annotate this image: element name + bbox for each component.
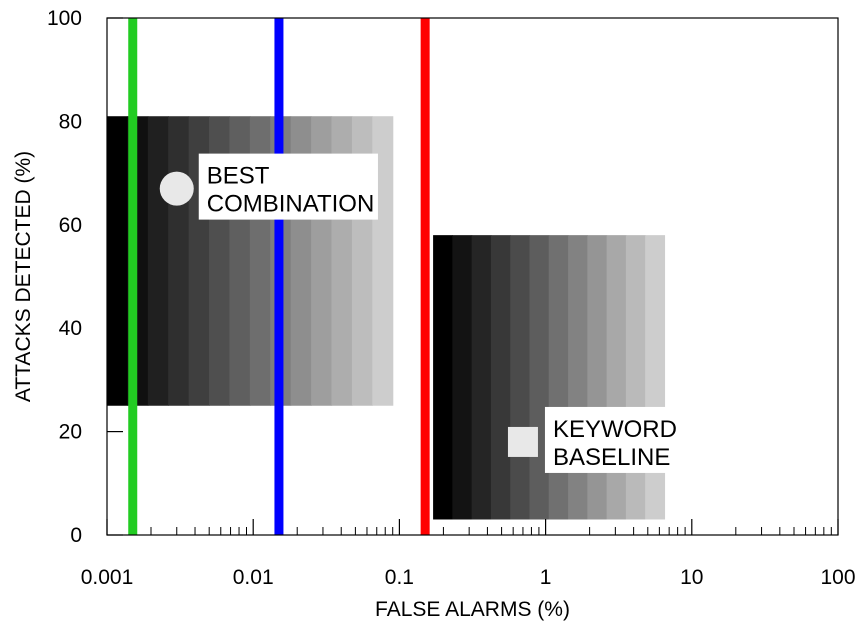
y-tick-label: 100: [47, 7, 82, 30]
y-axis-ticks: 0 20 40 60 80 100: [47, 7, 123, 547]
best-combination-marker: [159, 171, 194, 206]
region-2-band: [490, 235, 511, 520]
region-2-band: [587, 235, 608, 520]
region-2-band: [529, 235, 550, 520]
region-2-band: [452, 235, 473, 520]
region-2-band: [510, 235, 531, 520]
point-label-line: BEST: [207, 163, 270, 190]
region-2-band: [433, 235, 453, 520]
point-label-line: COMBINATION: [207, 191, 375, 218]
point-label-background: [544, 406, 679, 473]
point-label-background: [198, 153, 378, 220]
vertical-line-3: [420, 18, 430, 535]
region-1-band: [168, 116, 190, 406]
region-2-band: [625, 235, 646, 520]
y-tick-label: 20: [59, 421, 82, 444]
plot-frame: [106, 17, 839, 536]
x-axis-label: FALSE ALARMS (%): [375, 598, 570, 621]
x-tick-label: 0.01: [233, 566, 274, 589]
point-label-line: KEYWORD: [553, 416, 677, 443]
x-tick-label: 100: [820, 566, 855, 589]
region-1-band: [107, 116, 129, 406]
x-axis-ticks: 0.001 0.01 0.1 1 10 100: [81, 519, 856, 589]
region-2-band: [548, 235, 569, 520]
region-2-band: [645, 235, 666, 520]
y-tick-label: 0: [70, 524, 82, 547]
y-tick-label: 80: [59, 110, 82, 133]
x-tick-label: 0.001: [81, 566, 134, 589]
x-tick-label: 0.1: [385, 566, 414, 589]
vertical-threshold-lines: [128, 18, 430, 535]
y-tick-label: 60: [59, 214, 82, 237]
region-2-band: [568, 235, 588, 520]
region-1-band: [147, 116, 169, 406]
y-tick-label: 40: [59, 317, 82, 340]
vertical-line-2: [274, 18, 284, 535]
region-2-band: [471, 235, 492, 520]
region-2-band: [606, 235, 627, 520]
y-axis-label: ATTACKS DETECTED (%): [12, 151, 35, 402]
x-tick-label: 1: [540, 566, 552, 589]
point-label-line: BASELINE: [553, 444, 670, 471]
x-tick-label: 10: [680, 566, 703, 589]
keyword-baseline-marker: [507, 426, 538, 457]
vertical-line-1: [128, 18, 138, 535]
